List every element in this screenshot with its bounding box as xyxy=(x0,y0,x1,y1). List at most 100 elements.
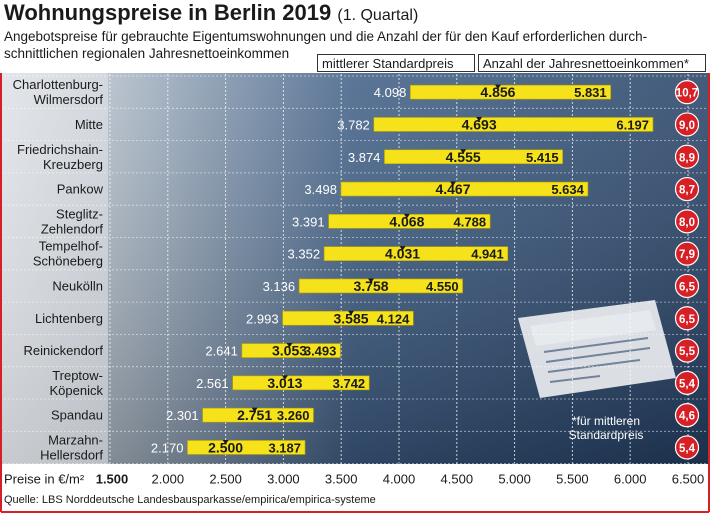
low-value-label: 3.136 xyxy=(263,279,296,294)
income-badge xyxy=(674,176,700,202)
income-badge-label: 5,5 xyxy=(679,346,696,358)
district-label: Steglitz-Zehlendorf xyxy=(41,206,104,236)
high-value-label: 5.634 xyxy=(551,182,584,197)
range-bar xyxy=(323,246,509,261)
district-label: Marzahn-Hellersdorf xyxy=(40,432,103,462)
income-badges: 10,7 9,0 8,9 8,7 8,0 7,9 6,5 6,5 5,5 5,4 4,6 5,4 xyxy=(674,80,700,460)
median-marker xyxy=(286,343,293,348)
income-badge xyxy=(674,80,700,105)
median-marker xyxy=(222,439,229,445)
range-bar xyxy=(232,375,370,391)
district-label: Mitte xyxy=(75,117,103,132)
low-value-label: 2.641 xyxy=(205,344,238,359)
subtitle: Angebotspreise für gebrauchte Eigentumsw… xyxy=(4,29,648,61)
high-value-label: 3.187 xyxy=(268,440,301,455)
income-badge-label: 5,4 xyxy=(679,378,696,390)
district-label-line: Neukölln xyxy=(52,278,103,293)
district-label: Pankow xyxy=(57,182,104,197)
income-badge-label: 7,9 xyxy=(679,249,695,261)
range-bar xyxy=(340,181,589,197)
median-marker xyxy=(460,149,467,154)
district-label-line: Charlottenburg- xyxy=(13,77,103,92)
district-label-line: Mitte xyxy=(75,117,103,132)
contract-document-illustration xyxy=(518,300,676,398)
district-label-line: Marzahn- xyxy=(48,432,103,447)
median-marker xyxy=(399,246,406,251)
income-badge xyxy=(674,241,700,266)
district-label-line: Treptow- xyxy=(52,368,103,383)
median-value-label: 3.053 xyxy=(272,343,307,359)
median-value-label: 4.031 xyxy=(385,246,420,262)
x-tick-label: 1.500 xyxy=(96,472,129,487)
title-suffix: (1. Quartal) xyxy=(337,7,419,24)
income-badge xyxy=(674,112,700,137)
frame xyxy=(0,73,710,513)
median-marker xyxy=(368,278,375,283)
high-value-label: 4.124 xyxy=(377,311,410,326)
district-label: Reinickendorf xyxy=(24,343,104,358)
x-axis-title: Preise in €/m² xyxy=(4,472,85,487)
district-label: Lichtenberg xyxy=(35,311,103,326)
income-badge xyxy=(674,370,700,395)
district-label-line: Hellersdorf xyxy=(40,447,103,462)
legend-median: mittlerer Standardpreis xyxy=(317,54,475,72)
x-tick-label: 6.000 xyxy=(614,472,647,487)
photo-background xyxy=(0,73,710,464)
x-tick-label: 6.500 xyxy=(672,472,705,487)
median-value-label: 3.013 xyxy=(267,375,302,391)
low-value-label: 2.170 xyxy=(151,440,184,455)
source-note: Quelle: LBS Norddeutsche Landesbausparka… xyxy=(4,494,376,506)
high-value-label: 6.197 xyxy=(616,117,649,132)
district-label: Treptow-Köpenick xyxy=(50,368,104,398)
range-bar xyxy=(282,310,414,326)
range-bar xyxy=(298,278,463,294)
district-label-line: Tempelhof- xyxy=(39,239,103,254)
district-label-line: Spandau xyxy=(51,408,103,423)
x-tick-label: 3.500 xyxy=(325,472,358,487)
income-badge xyxy=(674,209,700,234)
x-axis-band xyxy=(0,465,710,492)
median-marker xyxy=(251,407,258,413)
high-value-label: 4.941 xyxy=(471,247,504,262)
x-tick-label: 2.500 xyxy=(209,472,242,487)
median-value-label: 3.758 xyxy=(354,278,389,294)
range-bar xyxy=(384,149,563,165)
median-marker xyxy=(449,181,456,187)
x-tick-label: 4.500 xyxy=(441,472,474,487)
median-value-label: 4.856 xyxy=(480,84,515,100)
district-label: Charlottenburg-Wilmersdorf xyxy=(13,77,104,107)
low-value-label: 4.098 xyxy=(374,85,407,100)
income-badge-label: 10,7 xyxy=(676,88,698,100)
low-value-label: 3.352 xyxy=(288,247,321,262)
low-value-label: 3.782 xyxy=(337,117,370,132)
district-label: Spandau xyxy=(51,408,103,423)
low-value-label: 2.561 xyxy=(196,376,229,391)
median-marker xyxy=(476,116,483,122)
range-bar xyxy=(410,84,611,100)
high-value-label: 3.742 xyxy=(333,376,366,391)
bars xyxy=(187,84,654,455)
median-value-label: 2.751 xyxy=(237,407,272,423)
district-label-line: Wilmersdorf xyxy=(34,92,104,107)
median-marker xyxy=(403,213,410,219)
district-label-line: Friedrichshain- xyxy=(17,142,103,157)
district-label-line: Köpenick xyxy=(50,383,104,398)
median-marker xyxy=(494,84,501,90)
income-badge-label: 5,4 xyxy=(679,443,696,455)
district-label-line: Pankow xyxy=(57,182,104,197)
legend-income: Anzahl der Jahresnettoeinkommen* xyxy=(478,54,706,72)
district-label-line: Lichtenberg xyxy=(35,311,103,326)
district-label: Friedrichshain-Kreuzberg xyxy=(17,142,103,172)
income-badge-label: 8,9 xyxy=(679,152,695,164)
income-badge xyxy=(674,306,700,331)
page-title: Wohnungspreise in Berlin 2019 (1. Quarta… xyxy=(4,0,418,26)
range-bar xyxy=(187,440,306,455)
median-marker xyxy=(348,310,355,316)
income-badge-label: 6,5 xyxy=(679,281,696,293)
low-value-label: 2.993 xyxy=(246,311,279,326)
income-badge-label: 8,7 xyxy=(679,185,695,197)
median-value-label: 4.555 xyxy=(446,149,481,165)
grid xyxy=(0,74,708,465)
x-tick-label: 5.500 xyxy=(556,472,589,487)
